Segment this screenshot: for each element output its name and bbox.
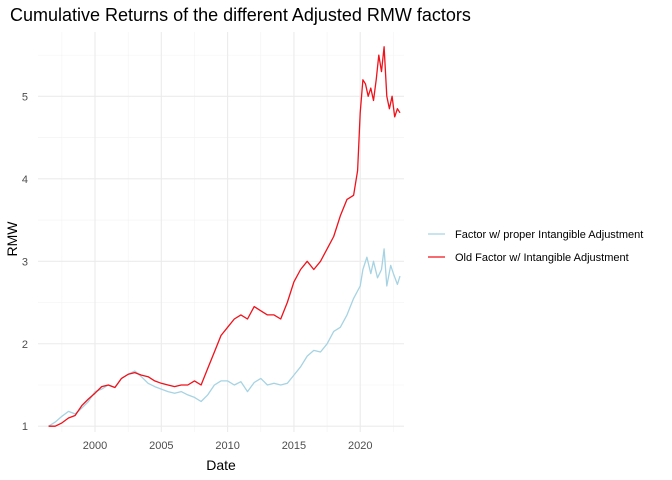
y-tick-label: 4 [22, 174, 28, 186]
x-tick-label: 2020 [348, 440, 372, 452]
grid-minor [38, 32, 404, 432]
series-line-1 [48, 248, 401, 427]
x-tick-labels: 2000 2005 2010 2015 2020 [83, 440, 373, 452]
y-tick-label: 5 [22, 91, 28, 103]
legend: Factor w/ proper Intangible Adjustment Ol… [428, 229, 643, 264]
x-tick-label: 2005 [149, 440, 173, 452]
grid-major [38, 32, 404, 432]
x-tick-label: 2015 [282, 440, 306, 452]
y-tick-label: 3 [22, 256, 28, 268]
y-tick-labels: 1 2 3 4 5 [22, 91, 28, 433]
x-axis-label: Date [206, 457, 236, 473]
legend-label-1: Factor w/ proper Intangible Adjustment [455, 229, 643, 241]
y-axis-label: RMW [4, 221, 20, 257]
x-tick-label: 2000 [83, 440, 107, 452]
legend-label-2: Old Factor w/ Intangible Adjustment [455, 252, 629, 264]
y-tick-label: 1 [22, 421, 28, 433]
chart-title: Cumulative Returns of the different Adju… [10, 5, 471, 25]
series-lines [48, 46, 401, 427]
x-tick-label: 2010 [215, 440, 239, 452]
y-tick-label: 2 [22, 339, 28, 351]
series-line-2 [48, 46, 401, 427]
